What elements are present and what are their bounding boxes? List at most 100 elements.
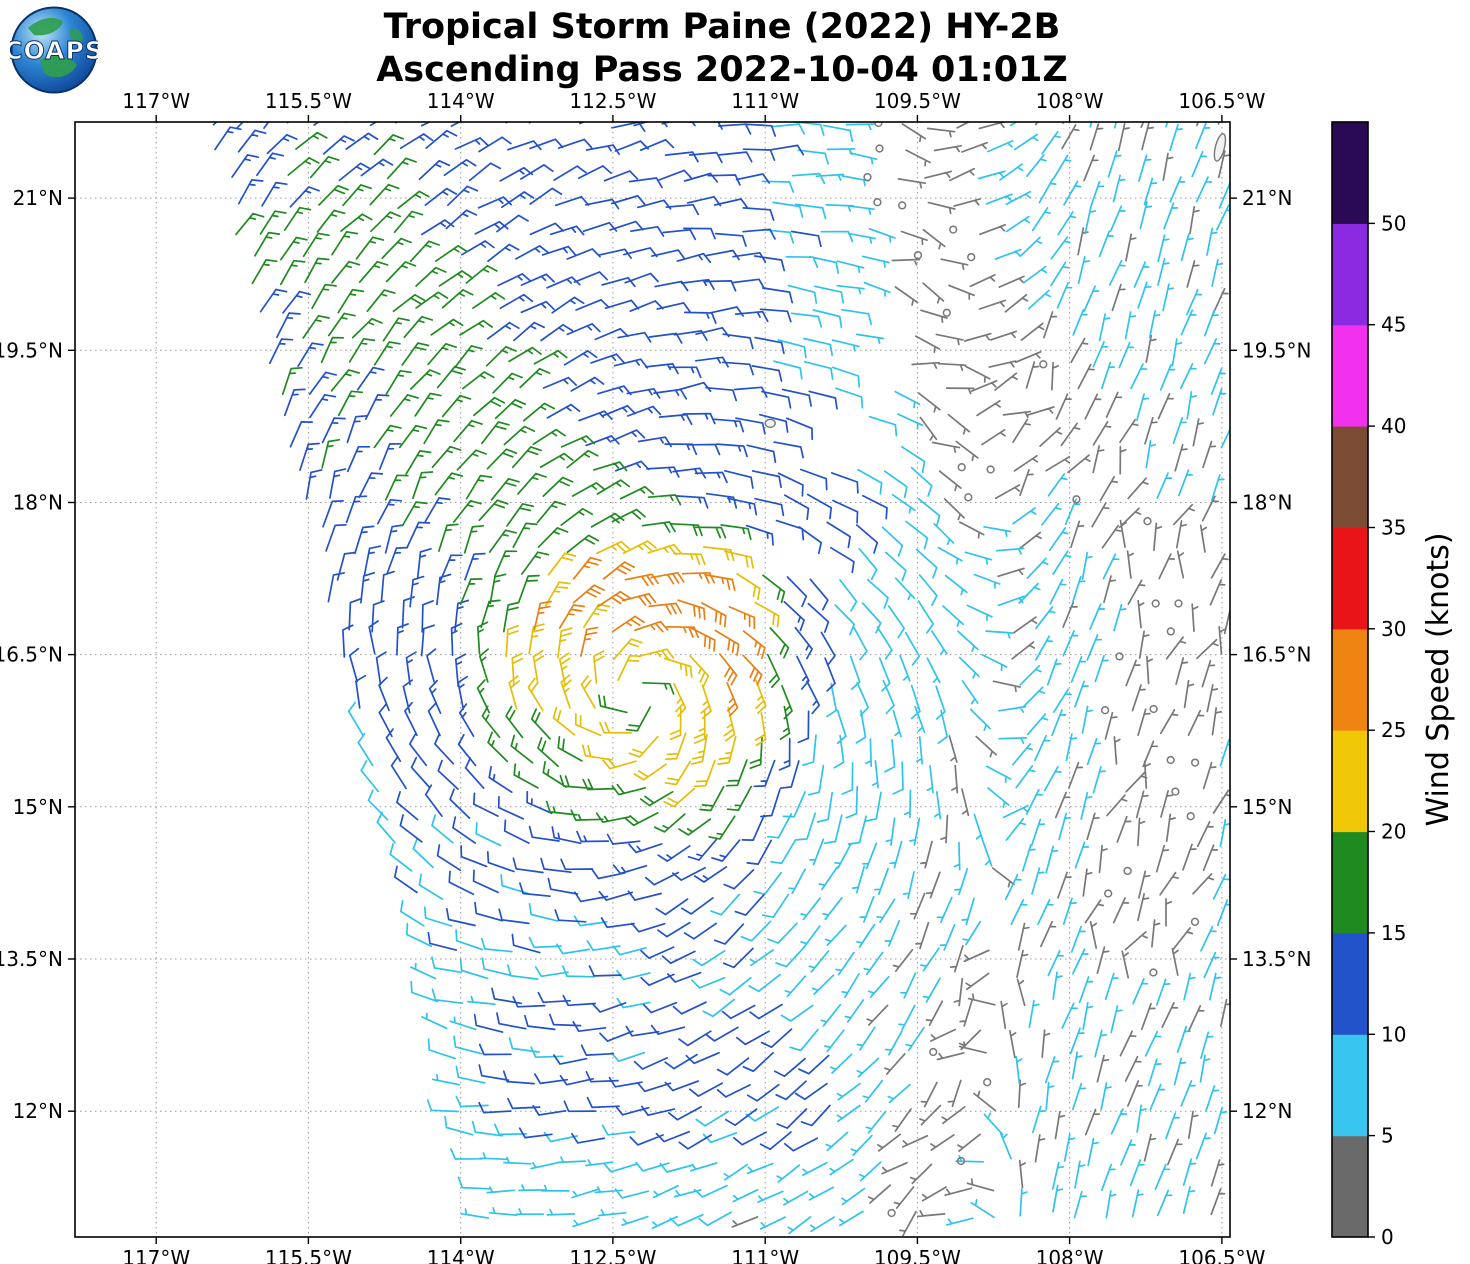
colorbar-segment-10-15	[1332, 932, 1368, 1035]
colorbar-tick-label: 35	[1381, 516, 1406, 540]
colorbar-segment-40-45	[1332, 324, 1368, 427]
calm-circle	[967, 252, 976, 262]
calm-circle	[898, 201, 907, 210]
calm-circle	[1186, 812, 1195, 821]
calm-wind-circles	[863, 122, 1200, 1218]
colorbar-tick-label: 25	[1381, 718, 1406, 742]
calm-circle	[949, 225, 958, 234]
y-tick-label-right: 19.5°N	[1242, 338, 1312, 362]
calm-circle	[1149, 968, 1158, 977]
x-tick-label-bottom: 111°W	[731, 1246, 799, 1264]
calm-circle	[1039, 360, 1048, 369]
calm-circle	[1123, 866, 1132, 876]
title-line2: Ascending Pass 2022-10-04 01:01Z	[376, 49, 1068, 90]
colorbar-frame	[1331, 121, 1369, 1238]
calm-circle	[1100, 706, 1110, 715]
calm-circle	[986, 465, 995, 474]
wind-barbs-speed-band-5-10	[347, 122, 1230, 1235]
calm-circle	[1104, 889, 1113, 898]
colorbar-tick-label: 40	[1381, 414, 1406, 438]
x-tick-label-top: 108°W	[1036, 89, 1104, 113]
calm-circle	[942, 308, 951, 317]
colorbar-segment-35-40	[1332, 426, 1368, 528]
calm-circle	[1143, 517, 1152, 526]
logo-text: COAPS	[10, 36, 98, 65]
y-tick-label-right: 16.5°N	[1242, 643, 1312, 667]
x-tick-label-bottom: 108°W	[1036, 1246, 1104, 1264]
coaps-logo: COAPS	[4, 6, 103, 94]
x-tick-label-top: 112.5°W	[569, 89, 656, 113]
y-tick-label-left: 13.5°N	[0, 947, 63, 971]
y-tick-label-right: 15°N	[1242, 795, 1292, 819]
x-tick-label-top: 115.5°W	[265, 89, 352, 113]
x-tick-label-top: 114°W	[427, 89, 495, 113]
y-tick-label-right: 13.5°N	[1242, 947, 1312, 971]
y-tick-label-left: 18°N	[13, 491, 63, 515]
colorbar-axis-label: Wind Speed (knots)	[1421, 532, 1456, 826]
wind-barbs-speed-band-0-5	[731, 122, 1230, 1237]
y-tick-label-right: 12°N	[1242, 1099, 1292, 1123]
x-tick-label-top: 109.5°W	[874, 89, 961, 113]
colorbar-tick-label: 10	[1381, 1022, 1406, 1046]
wind-barbs-speed-band-20-25	[505, 540, 780, 808]
colorbar-segment-5-10	[1332, 1034, 1368, 1137]
calm-circle	[983, 1078, 992, 1087]
x-tick-label-bottom: 115.5°W	[265, 1246, 352, 1264]
calm-circle	[1151, 599, 1160, 608]
y-tick-label-left: 19.5°N	[0, 338, 63, 362]
calm-circle	[1149, 704, 1158, 714]
calm-circle	[1072, 495, 1081, 504]
wind-barb-field	[212, 122, 1230, 1237]
colorbar-segment-30-35	[1332, 527, 1368, 630]
x-tick-label-bottom: 114°W	[427, 1246, 495, 1264]
logo-continent-south	[40, 55, 77, 78]
calm-circle	[1166, 755, 1175, 765]
colorbar-segment-50-55	[1332, 122, 1368, 224]
calm-circle	[964, 493, 973, 502]
logo-continent-north	[28, 17, 63, 36]
y-tick-label-left: 15°N	[13, 795, 63, 819]
calm-circle	[863, 172, 872, 182]
socorro-island-outline	[764, 418, 776, 428]
calm-circle	[874, 122, 883, 128]
x-tick-label-bottom: 117°W	[122, 1246, 190, 1264]
calm-circle	[957, 463, 966, 472]
calm-circle	[1171, 787, 1180, 796]
calm-circle	[887, 1208, 896, 1218]
logo-continent-east	[69, 28, 83, 43]
calm-circle	[1190, 917, 1200, 926]
colorbar-tick-label: 0	[1381, 1225, 1394, 1249]
islas-marias-outline	[1213, 133, 1227, 162]
calm-circle	[1174, 599, 1183, 608]
colorbar-tick-label: 50	[1381, 211, 1406, 235]
colorbar-segment-45-50	[1332, 223, 1368, 326]
colorbar-tick-label: 5	[1381, 1124, 1394, 1148]
colorbar-tick-label: 20	[1381, 820, 1406, 844]
wind-barbs-speed-band-15-20	[235, 131, 793, 840]
colorbar-tick-label: 15	[1381, 921, 1406, 945]
calm-circle	[913, 251, 923, 260]
y-tick-label-left: 21°N	[13, 186, 63, 210]
calm-circle	[875, 144, 884, 153]
colorbar-segment-20-25	[1332, 730, 1368, 833]
x-tick-label-top: 111°W	[731, 89, 799, 113]
calm-circle	[956, 1156, 966, 1166]
colorbar	[1331, 121, 1375, 1238]
y-tick-label-right: 18°N	[1242, 491, 1292, 515]
x-tick-label-bottom: 112.5°W	[569, 1246, 656, 1264]
colorbar-segment-15-20	[1332, 831, 1368, 934]
plot-frame	[74, 121, 1231, 1238]
y-tick-label-left: 12°N	[13, 1099, 63, 1123]
calm-circle	[1166, 627, 1175, 636]
x-tick-label-bottom: 106.5°W	[1178, 1246, 1265, 1264]
calm-circle	[1115, 652, 1124, 661]
calm-circle	[873, 198, 882, 207]
x-tick-label-top: 117°W	[122, 89, 190, 113]
grid-lines	[75, 122, 1230, 1237]
axis-labels: 117°W 117°W 115.5°W 115.5°W 114°W 114°W 112.5°…	[0, 89, 1312, 1264]
y-tick-label-right: 21°N	[1242, 186, 1292, 210]
colorbar-tick-labels: 0 5 10 15 20 25 30 35 40 45 50	[1381, 211, 1406, 1249]
y-tick-label-left: 16.5°N	[0, 643, 63, 667]
figure-title: Tropical Storm Paine (2022) HY-2B Ascend…	[376, 6, 1068, 91]
